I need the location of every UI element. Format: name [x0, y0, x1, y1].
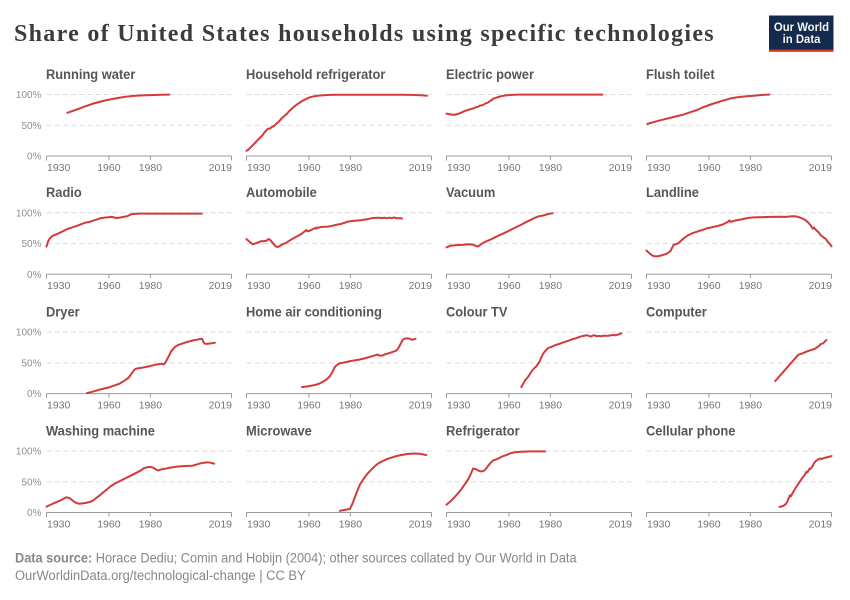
svg-text:1960: 1960: [297, 519, 321, 531]
svg-text:50%: 50%: [21, 121, 41, 132]
svg-text:2019: 2019: [809, 162, 833, 174]
svg-text:1980: 1980: [739, 400, 763, 412]
svg-text:1980: 1980: [539, 280, 563, 292]
svg-text:1960: 1960: [97, 519, 121, 531]
svg-text:2019: 2019: [809, 280, 833, 292]
svg-text:1930: 1930: [247, 280, 271, 292]
svg-text:2019: 2019: [209, 162, 233, 174]
svg-text:1980: 1980: [339, 162, 363, 174]
svg-text:1930: 1930: [647, 162, 671, 174]
svg-text:1980: 1980: [139, 162, 163, 174]
svg-text:0%: 0%: [27, 270, 42, 281]
svg-text:Radio: Radio: [46, 185, 82, 201]
svg-text:in Data: in Data: [783, 33, 821, 46]
svg-text:50%: 50%: [21, 477, 41, 488]
svg-text:1980: 1980: [139, 519, 163, 531]
svg-text:Data source: Horace Dediu; Com: Data source: Horace Dediu; Comin and Hob…: [15, 550, 577, 566]
svg-text:1960: 1960: [697, 280, 721, 292]
svg-text:Share of United States househo: Share of United States households using …: [14, 21, 715, 47]
svg-text:1930: 1930: [447, 280, 471, 292]
svg-text:Landline: Landline: [646, 185, 699, 201]
svg-text:1960: 1960: [97, 400, 121, 412]
svg-text:1930: 1930: [247, 519, 271, 531]
svg-text:1930: 1930: [447, 162, 471, 174]
svg-text:1930: 1930: [647, 400, 671, 412]
svg-text:1980: 1980: [739, 162, 763, 174]
svg-text:2019: 2019: [409, 280, 433, 292]
svg-text:1980: 1980: [539, 400, 563, 412]
svg-text:2019: 2019: [609, 162, 633, 174]
svg-text:1980: 1980: [339, 400, 363, 412]
svg-text:Flush toilet: Flush toilet: [646, 67, 715, 83]
svg-text:1930: 1930: [447, 519, 471, 531]
svg-text:2019: 2019: [609, 519, 633, 531]
svg-text:1960: 1960: [697, 519, 721, 531]
svg-text:1960: 1960: [297, 400, 321, 412]
svg-text:Our World: Our World: [774, 21, 829, 34]
svg-text:1960: 1960: [297, 280, 321, 292]
svg-text:Computer: Computer: [646, 304, 707, 320]
svg-text:0%: 0%: [27, 508, 42, 519]
svg-text:1980: 1980: [339, 519, 363, 531]
svg-text:1980: 1980: [139, 400, 163, 412]
svg-text:1930: 1930: [447, 400, 471, 412]
svg-text:1960: 1960: [697, 400, 721, 412]
svg-text:1960: 1960: [497, 280, 521, 292]
svg-text:1980: 1980: [339, 280, 363, 292]
svg-text:1930: 1930: [47, 400, 71, 412]
svg-text:2019: 2019: [209, 400, 233, 412]
svg-text:Automobile: Automobile: [246, 185, 317, 201]
svg-text:Running water: Running water: [46, 67, 136, 83]
svg-text:0%: 0%: [27, 152, 42, 163]
svg-text:2019: 2019: [409, 519, 433, 531]
svg-text:50%: 50%: [21, 359, 41, 370]
svg-text:2019: 2019: [609, 400, 633, 412]
svg-text:1960: 1960: [497, 519, 521, 531]
svg-text:1930: 1930: [247, 162, 271, 174]
svg-text:2019: 2019: [409, 162, 433, 174]
svg-text:1960: 1960: [97, 162, 121, 174]
svg-text:1930: 1930: [47, 162, 71, 174]
svg-text:1960: 1960: [297, 162, 321, 174]
svg-text:2019: 2019: [809, 519, 833, 531]
svg-text:2019: 2019: [209, 519, 233, 531]
svg-text:1930: 1930: [247, 400, 271, 412]
svg-text:1930: 1930: [47, 280, 71, 292]
svg-text:Home air conditioning: Home air conditioning: [246, 304, 382, 320]
svg-text:1960: 1960: [697, 162, 721, 174]
svg-text:100%: 100%: [16, 208, 42, 219]
svg-text:1980: 1980: [739, 280, 763, 292]
svg-text:Refrigerator: Refrigerator: [446, 423, 520, 439]
svg-text:50%: 50%: [21, 239, 41, 250]
svg-text:0%: 0%: [27, 389, 42, 400]
svg-text:2019: 2019: [609, 280, 633, 292]
svg-text:Cellular phone: Cellular phone: [646, 423, 736, 439]
svg-text:2019: 2019: [209, 280, 233, 292]
svg-text:100%: 100%: [16, 90, 42, 101]
svg-text:100%: 100%: [16, 447, 42, 458]
svg-text:2019: 2019: [409, 400, 433, 412]
svg-text:1980: 1980: [539, 162, 563, 174]
svg-text:1930: 1930: [647, 280, 671, 292]
svg-text:1930: 1930: [47, 519, 71, 531]
svg-text:1960: 1960: [497, 400, 521, 412]
svg-text:Vacuum: Vacuum: [446, 185, 495, 201]
svg-text:100%: 100%: [16, 328, 42, 339]
svg-text:1980: 1980: [139, 280, 163, 292]
svg-text:1930: 1930: [647, 519, 671, 531]
svg-text:1980: 1980: [539, 519, 563, 531]
svg-text:Washing machine: Washing machine: [46, 423, 155, 439]
svg-text:Electric power: Electric power: [446, 67, 535, 83]
svg-text:1960: 1960: [497, 162, 521, 174]
svg-text:Household refrigerator: Household refrigerator: [246, 67, 386, 83]
svg-text:2019: 2019: [809, 400, 833, 412]
svg-text:1980: 1980: [739, 519, 763, 531]
svg-text:OurWorldinData.org/technologic: OurWorldinData.org/technological-change …: [15, 568, 306, 584]
svg-text:Colour TV: Colour TV: [446, 304, 508, 320]
svg-text:1960: 1960: [97, 280, 121, 292]
svg-text:Dryer: Dryer: [46, 304, 80, 320]
svg-text:Microwave: Microwave: [246, 423, 312, 439]
